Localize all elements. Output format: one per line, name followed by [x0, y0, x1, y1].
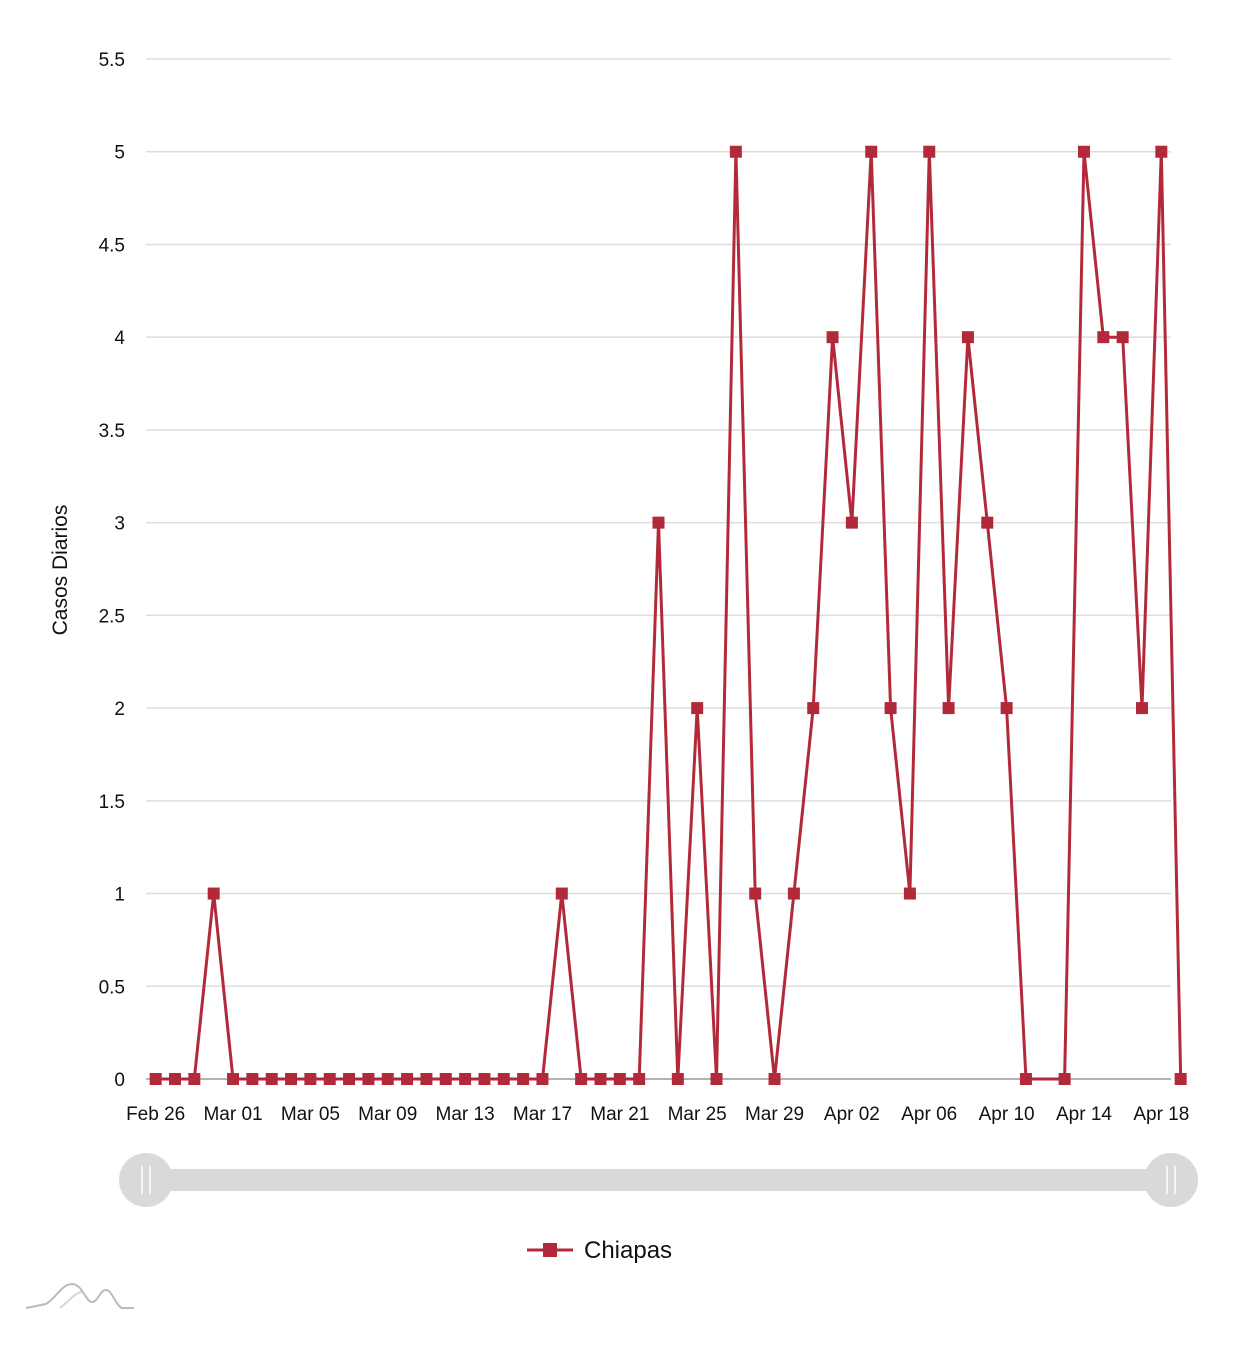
data-point-marker[interactable] — [304, 1073, 317, 1085]
y-tick-label: 3.5 — [99, 421, 125, 442]
data-point-marker[interactable] — [613, 1073, 626, 1085]
range-scrollbar[interactable] — [119, 1153, 1198, 1207]
data-point-marker[interactable] — [807, 702, 820, 715]
legend-label-chiapas[interactable]: Chiapas — [584, 1237, 672, 1264]
data-point-marker[interactable] — [633, 1073, 646, 1085]
scrollbar-start-grip[interactable] — [119, 1153, 173, 1207]
data-point-marker[interactable] — [691, 702, 704, 715]
data-point-marker[interactable] — [1135, 702, 1148, 715]
data-point-marker[interactable] — [865, 145, 878, 158]
x-tick-label: Apr 18 — [1133, 1104, 1189, 1125]
data-point-marker[interactable] — [420, 1073, 433, 1085]
data-point-marker[interactable] — [652, 516, 665, 529]
grid-layer — [146, 58, 1171, 1080]
data-point-marker[interactable] — [1155, 145, 1168, 158]
data-point-marker[interactable] — [923, 145, 936, 158]
data-point-marker[interactable] — [903, 887, 916, 900]
scrollbar-end-grip[interactable] — [1144, 1153, 1198, 1207]
x-tick-label: Mar 17 — [513, 1104, 572, 1125]
y-tick-label: 1.5 — [99, 792, 125, 813]
data-point-marker[interactable] — [729, 145, 742, 158]
data-point-marker[interactable] — [826, 331, 839, 344]
data-point-marker[interactable] — [1058, 1073, 1071, 1085]
data-point-marker[interactable] — [555, 887, 568, 900]
data-point-marker[interactable] — [401, 1073, 414, 1085]
data-point-marker[interactable] — [362, 1073, 375, 1085]
data-point-marker[interactable] — [459, 1073, 472, 1085]
data-point-marker[interactable] — [149, 1073, 162, 1085]
data-point-marker[interactable] — [1077, 145, 1090, 158]
data-point-marker[interactable] — [478, 1073, 491, 1085]
data-point-marker[interactable] — [1000, 702, 1013, 715]
y-tick-label: 0 — [114, 1070, 125, 1091]
data-point-marker[interactable] — [1174, 1073, 1187, 1085]
x-tick-label: Feb 26 — [126, 1104, 185, 1125]
chart-logo-icon — [25, 1282, 134, 1309]
data-point-marker[interactable] — [1019, 1073, 1032, 1085]
data-point-marker[interactable] — [710, 1073, 723, 1085]
data-point-marker[interactable] — [497, 1073, 510, 1085]
legend[interactable]: Chiapas — [527, 1237, 672, 1264]
x-tick-label: Mar 13 — [436, 1104, 495, 1125]
data-point-marker[interactable] — [439, 1073, 452, 1085]
x-tick-label: Mar 05 — [281, 1104, 340, 1125]
y-tick-label: 4 — [114, 328, 125, 349]
y-tick-label: 2.5 — [99, 606, 125, 627]
data-point-marker[interactable] — [188, 1073, 201, 1085]
x-tick-label: Apr 06 — [901, 1104, 957, 1125]
x-tick-label: Mar 09 — [358, 1104, 417, 1125]
x-tick-label: Mar 25 — [668, 1104, 727, 1125]
data-point-marker[interactable] — [787, 887, 800, 900]
y-axis-title: Casos Diarios — [49, 505, 72, 636]
data-point-marker[interactable] — [285, 1073, 298, 1085]
data-point-marker[interactable] — [381, 1073, 394, 1085]
data-point-marker[interactable] — [884, 702, 897, 715]
x-axis: Feb 26 Mar 01 Mar 05 Mar 09 Mar 13 Mar 17 Mar … — [126, 1104, 1189, 1125]
y-tick-label: 0.5 — [99, 977, 125, 998]
data-point-marker[interactable] — [981, 516, 994, 529]
y-tick-label: 1 — [114, 885, 125, 906]
data-point-marker[interactable] — [246, 1073, 259, 1085]
y-tick-label: 5.5 — [99, 50, 125, 71]
legend-square-marker — [543, 1243, 557, 1257]
y-axis: 0 0.5 1 1.5 2 2.5 3 3.5 4 4.5 5 5.5 — [99, 50, 126, 1091]
data-point-marker[interactable] — [845, 516, 858, 529]
x-tick-label: Mar 29 — [745, 1104, 804, 1125]
data-point-marker[interactable] — [961, 331, 974, 344]
scrollbar-track[interactable] — [146, 1169, 1171, 1191]
data-point-marker[interactable] — [227, 1073, 240, 1085]
data-point-marker[interactable] — [671, 1073, 684, 1085]
data-point-marker[interactable] — [169, 1073, 182, 1085]
data-point-marker[interactable] — [749, 887, 762, 900]
data-point-marker[interactable] — [575, 1073, 588, 1085]
series-layer — [149, 145, 1187, 1085]
data-point-marker[interactable] — [1116, 331, 1129, 344]
x-tick-label: Apr 10 — [979, 1104, 1035, 1125]
data-point-marker[interactable] — [323, 1073, 336, 1085]
y-tick-label: 2 — [114, 699, 125, 720]
y-tick-label: 5 — [114, 143, 125, 164]
data-point-marker[interactable] — [768, 1073, 781, 1085]
data-point-marker[interactable] — [207, 887, 220, 900]
y-tick-label: 4.5 — [99, 235, 125, 256]
data-point-marker[interactable] — [942, 702, 955, 715]
x-tick-label: Mar 01 — [203, 1104, 262, 1125]
data-point-marker[interactable] — [536, 1073, 549, 1085]
y-tick-label: 3 — [114, 514, 125, 535]
data-point-marker[interactable] — [343, 1073, 356, 1085]
data-point-marker[interactable] — [517, 1073, 530, 1085]
x-tick-label: Apr 14 — [1056, 1104, 1112, 1125]
data-point-marker[interactable] — [1097, 331, 1110, 344]
x-tick-label: Apr 02 — [824, 1104, 880, 1125]
x-tick-label: Mar 21 — [590, 1104, 649, 1125]
data-point-marker[interactable] — [265, 1073, 278, 1085]
data-point-marker[interactable] — [594, 1073, 607, 1085]
